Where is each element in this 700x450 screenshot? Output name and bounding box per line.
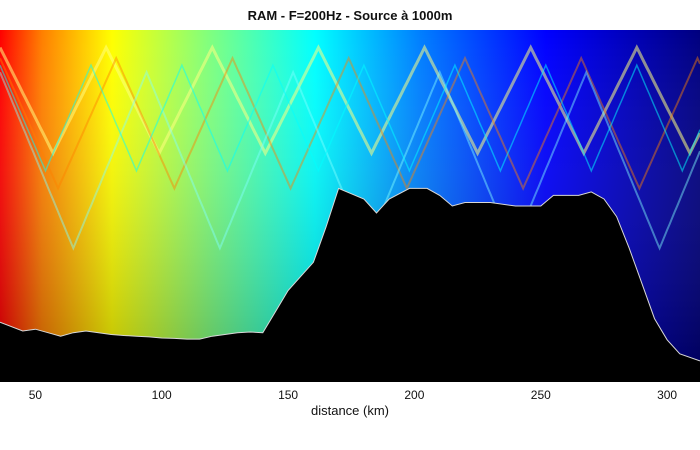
ray-band-2 xyxy=(0,55,700,191)
x-tick-label: 250 xyxy=(531,388,551,402)
x-tick-label: 50 xyxy=(29,388,43,402)
ray-band-4 xyxy=(0,63,700,173)
seabed-profile-line xyxy=(0,187,700,362)
acoustic-field xyxy=(0,30,700,361)
x-axis-label: distance (km) xyxy=(310,403,390,418)
x-tick-label: 100 xyxy=(152,388,172,402)
x-tick-label: 200 xyxy=(404,388,424,402)
x-tick-label: 300 xyxy=(657,388,677,402)
seabed-area xyxy=(0,188,700,382)
x-tick-label: 150 xyxy=(278,388,298,402)
chart-title: RAM - F=200Hz - Source à 1000m xyxy=(247,8,453,23)
x-axis-ticks: 50 100 150 200 250 300 xyxy=(29,388,678,402)
